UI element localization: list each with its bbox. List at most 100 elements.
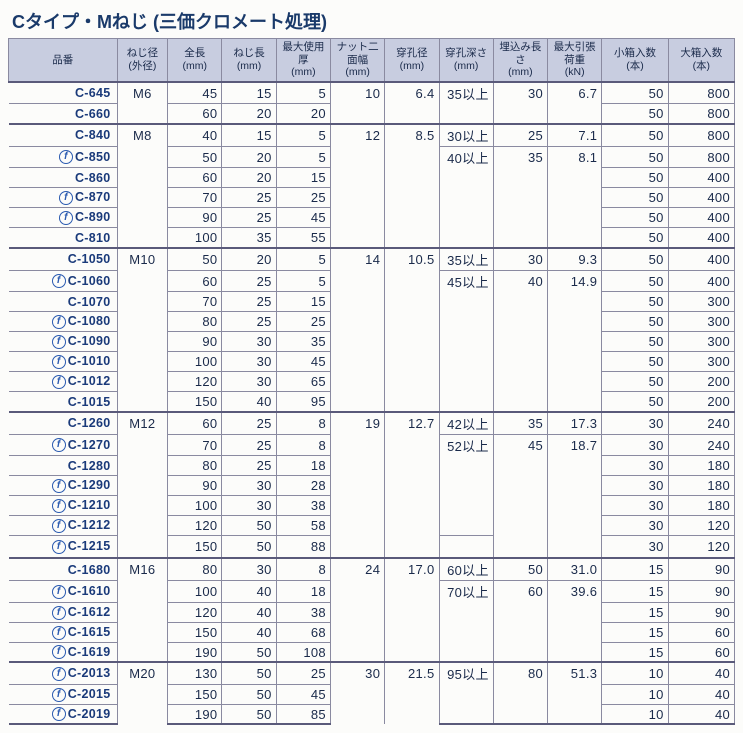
drill-depth: [439, 496, 493, 516]
thread-length: 40: [222, 622, 276, 642]
table-row: C-1260M12602581912.742以上3517.330240: [9, 412, 735, 435]
total-length: 80: [168, 558, 222, 581]
product-code: fC-2019: [9, 704, 118, 724]
max-thickness: 20: [276, 104, 330, 124]
screw-diameter: M8: [117, 124, 168, 248]
embed-length: [493, 476, 547, 496]
pull-load: [548, 456, 602, 476]
mark-icon: f: [52, 274, 66, 288]
col-header-2: 全長(mm): [168, 39, 222, 82]
max-thickness: 25: [276, 188, 330, 208]
max-thickness: 15: [276, 292, 330, 312]
product-code: fC-1212: [9, 516, 118, 536]
max-thickness: 18: [276, 581, 330, 603]
large-box-qty: 800: [668, 124, 734, 147]
drill-depth: [439, 104, 493, 124]
max-thickness: 88: [276, 536, 330, 559]
total-length: 90: [168, 208, 222, 228]
nut-width: 14: [330, 248, 384, 412]
mark-icon: f: [52, 626, 66, 640]
max-thickness: 108: [276, 642, 330, 662]
nut-width: 12: [330, 124, 384, 248]
embed-length: [493, 684, 547, 704]
embed-length: 35: [493, 146, 547, 168]
total-length: 120: [168, 602, 222, 622]
pull-load: [548, 188, 602, 208]
screw-diameter: M12: [117, 412, 168, 559]
thread-length: 20: [222, 104, 276, 124]
product-code: C-1015: [9, 392, 118, 412]
drill-depth: 60以上: [439, 558, 493, 581]
col-header-0: 品番: [9, 39, 118, 82]
large-box-qty: 180: [668, 456, 734, 476]
total-length: 70: [168, 188, 222, 208]
pull-load: [548, 602, 602, 622]
product-code: C-645: [9, 82, 118, 104]
pull-load: 39.6: [548, 581, 602, 603]
total-length: 45: [168, 82, 222, 104]
embed-length: [493, 352, 547, 372]
thread-length: 20: [222, 168, 276, 188]
max-thickness: 5: [276, 82, 330, 104]
thread-length: 40: [222, 392, 276, 412]
large-box-qty: 180: [668, 476, 734, 496]
drill-depth: [439, 602, 493, 622]
embed-length: 35: [493, 412, 547, 435]
pull-load: 14.9: [548, 270, 602, 292]
small-box-qty: 30: [602, 516, 668, 536]
small-box-qty: 30: [602, 476, 668, 496]
drill-diameter: 10.5: [385, 248, 439, 412]
total-length: 50: [168, 248, 222, 271]
max-thickness: 95: [276, 392, 330, 412]
small-box-qty: 50: [602, 392, 668, 412]
small-box-qty: 50: [602, 352, 668, 372]
max-thickness: 5: [276, 146, 330, 168]
thread-length: 25: [222, 270, 276, 292]
total-length: 60: [168, 270, 222, 292]
pull-load: [548, 292, 602, 312]
drill-depth: [439, 622, 493, 642]
embed-length: [493, 372, 547, 392]
large-box-qty: 240: [668, 412, 734, 435]
total-length: 90: [168, 476, 222, 496]
max-thickness: 25: [276, 662, 330, 684]
total-length: 60: [168, 168, 222, 188]
total-length: 150: [168, 684, 222, 704]
table-row: C-840M840155128.530以上257.150800: [9, 124, 735, 147]
small-box-qty: 50: [602, 312, 668, 332]
table-row: C-1680M16803082417.060以上5031.01590: [9, 558, 735, 581]
large-box-qty: 120: [668, 516, 734, 536]
col-header-3: ねじ長(mm): [222, 39, 276, 82]
drill-depth: [439, 228, 493, 248]
embed-length: [493, 642, 547, 662]
product-code: fC-2015: [9, 684, 118, 704]
mark-icon: f: [52, 315, 66, 329]
max-thickness: 8: [276, 434, 330, 456]
large-box-qty: 40: [668, 662, 734, 684]
mark-icon: f: [52, 499, 66, 513]
max-thickness: 38: [276, 496, 330, 516]
drill-depth: [439, 476, 493, 496]
drill-depth: [439, 188, 493, 208]
thread-length: 25: [222, 208, 276, 228]
pull-load: [548, 536, 602, 559]
nut-width: 24: [330, 558, 384, 662]
large-box-qty: 120: [668, 536, 734, 559]
product-code: C-1050: [9, 248, 118, 271]
pull-load: [548, 684, 602, 704]
thread-length: 15: [222, 124, 276, 147]
embed-length: 50: [493, 558, 547, 581]
product-code: C-840: [9, 124, 118, 147]
product-code: C-810: [9, 228, 118, 248]
page-title: Cタイプ・Mねじ (三価クロメート処理): [8, 8, 735, 34]
total-length: 70: [168, 292, 222, 312]
max-thickness: 68: [276, 622, 330, 642]
drill-depth: [439, 208, 493, 228]
drill-depth: [439, 312, 493, 332]
thread-length: 20: [222, 248, 276, 271]
large-box-qty: 300: [668, 332, 734, 352]
embed-length: [493, 516, 547, 536]
large-box-qty: 400: [668, 208, 734, 228]
thread-length: 25: [222, 434, 276, 456]
screw-diameter: M16: [117, 558, 168, 662]
